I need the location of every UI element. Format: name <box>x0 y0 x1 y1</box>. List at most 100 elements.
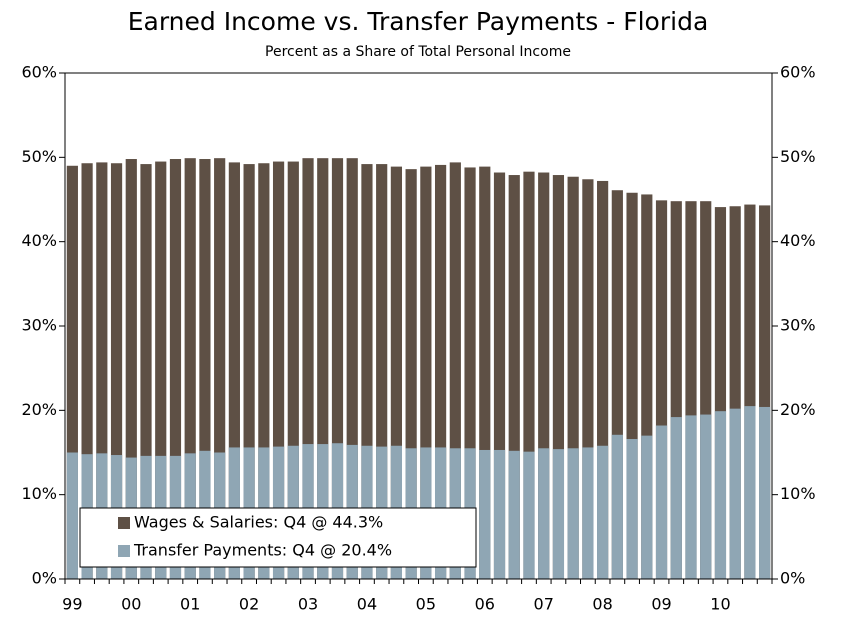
bar <box>582 447 594 579</box>
bar <box>493 449 506 579</box>
x-tick-label: 08 <box>592 595 612 614</box>
bar <box>552 175 565 579</box>
x-tick-label: 10 <box>710 595 730 614</box>
bar <box>552 449 565 579</box>
bar <box>66 452 78 579</box>
bar <box>110 163 123 579</box>
bar <box>597 445 609 579</box>
bar <box>582 179 594 579</box>
x-tick-label: 99 <box>62 595 82 614</box>
bar <box>346 158 358 579</box>
bar <box>641 194 653 579</box>
chart-subtitle: Percent as a Share of Total Personal Inc… <box>265 44 571 60</box>
bar <box>538 448 550 579</box>
x-tick-label: 02 <box>239 595 259 614</box>
legend-swatch <box>118 517 130 529</box>
bar <box>287 161 299 580</box>
bar <box>376 164 388 579</box>
chart-title: Earned Income vs. Transfer Payments - Fl… <box>128 7 709 36</box>
y-tick-label: 60% <box>21 63 57 82</box>
bar <box>272 161 285 580</box>
bar <box>361 164 373 579</box>
bar <box>729 206 741 579</box>
bar <box>228 162 240 580</box>
bar <box>125 159 137 579</box>
bar <box>655 425 668 579</box>
x-tick-label: 03 <box>298 595 318 614</box>
y-tick-label: 10% <box>21 484 57 503</box>
bar <box>714 207 727 579</box>
y2-tick-label: 50% <box>780 147 816 166</box>
bar <box>611 434 623 579</box>
bar <box>302 158 314 579</box>
bar <box>759 205 771 580</box>
bar <box>479 449 491 579</box>
bar <box>538 172 550 579</box>
bar <box>96 162 108 580</box>
bar <box>464 167 476 579</box>
bar <box>184 158 196 579</box>
bar <box>169 159 182 579</box>
bar <box>317 158 329 579</box>
bar <box>759 406 771 579</box>
bar <box>140 164 152 579</box>
bar <box>258 163 270 579</box>
y2-tick-label: 20% <box>780 400 816 419</box>
bar <box>479 166 491 580</box>
bar <box>508 450 520 579</box>
legend-box <box>79 507 477 568</box>
bar <box>597 180 609 580</box>
y-tick-label: 20% <box>21 400 57 419</box>
y-tick-label: 50% <box>21 147 57 166</box>
x-tick-label: 04 <box>357 595 377 614</box>
bar <box>331 158 344 579</box>
bar <box>493 172 506 579</box>
bar <box>155 161 167 580</box>
bar <box>405 169 417 579</box>
y2-tick-label: 0% <box>780 569 805 588</box>
bar <box>567 176 579 580</box>
bar <box>685 201 697 580</box>
bar <box>611 190 623 579</box>
bar <box>670 417 682 579</box>
legend-label: Transfer Payments: Q4 @ 20.4% <box>133 541 392 560</box>
bar <box>523 451 535 579</box>
bar <box>243 164 255 579</box>
x-tick-label: 00 <box>121 595 141 614</box>
bar <box>641 435 653 579</box>
bar <box>567 448 579 579</box>
y2-tick-label: 40% <box>780 231 816 250</box>
bar <box>700 414 712 579</box>
bar <box>626 439 638 579</box>
bar <box>626 192 638 579</box>
legend-label: Wages & Salaries: Q4 @ 44.3% <box>134 513 383 532</box>
x-tick-label: 05 <box>416 595 436 614</box>
bar <box>81 163 93 579</box>
bar <box>700 201 712 580</box>
bar <box>685 415 697 579</box>
legend-swatch <box>118 545 130 557</box>
y-tick-label: 0% <box>32 569 57 588</box>
bar <box>670 201 682 580</box>
x-tick-label: 09 <box>651 595 671 614</box>
bar <box>744 204 756 579</box>
bar <box>729 408 741 579</box>
bar <box>714 411 727 579</box>
y2-tick-label: 10% <box>780 484 816 503</box>
bar <box>66 165 78 579</box>
y-tick-label: 40% <box>21 231 57 250</box>
y2-tick-label: 30% <box>780 316 816 335</box>
bar <box>449 162 461 580</box>
bar <box>214 158 226 579</box>
y2-tick-label: 60% <box>780 63 816 82</box>
y-tick-label: 30% <box>21 316 57 335</box>
x-tick-label: 01 <box>180 595 200 614</box>
bar <box>420 166 432 580</box>
bar <box>744 406 756 579</box>
bar <box>508 175 520 579</box>
bar <box>523 171 535 580</box>
bar <box>655 200 668 580</box>
x-tick-label: 07 <box>534 595 554 614</box>
bar <box>434 164 447 579</box>
